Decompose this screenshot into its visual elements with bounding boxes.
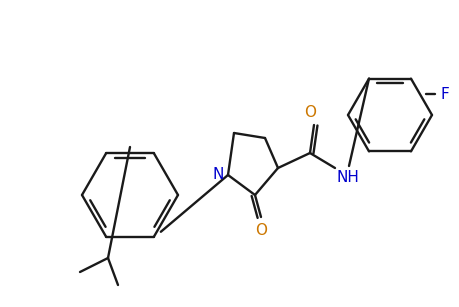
Text: O: O <box>254 223 266 238</box>
Text: N: N <box>212 166 223 181</box>
Text: O: O <box>303 105 315 120</box>
Text: F: F <box>439 87 448 102</box>
Text: NH: NH <box>336 170 359 185</box>
